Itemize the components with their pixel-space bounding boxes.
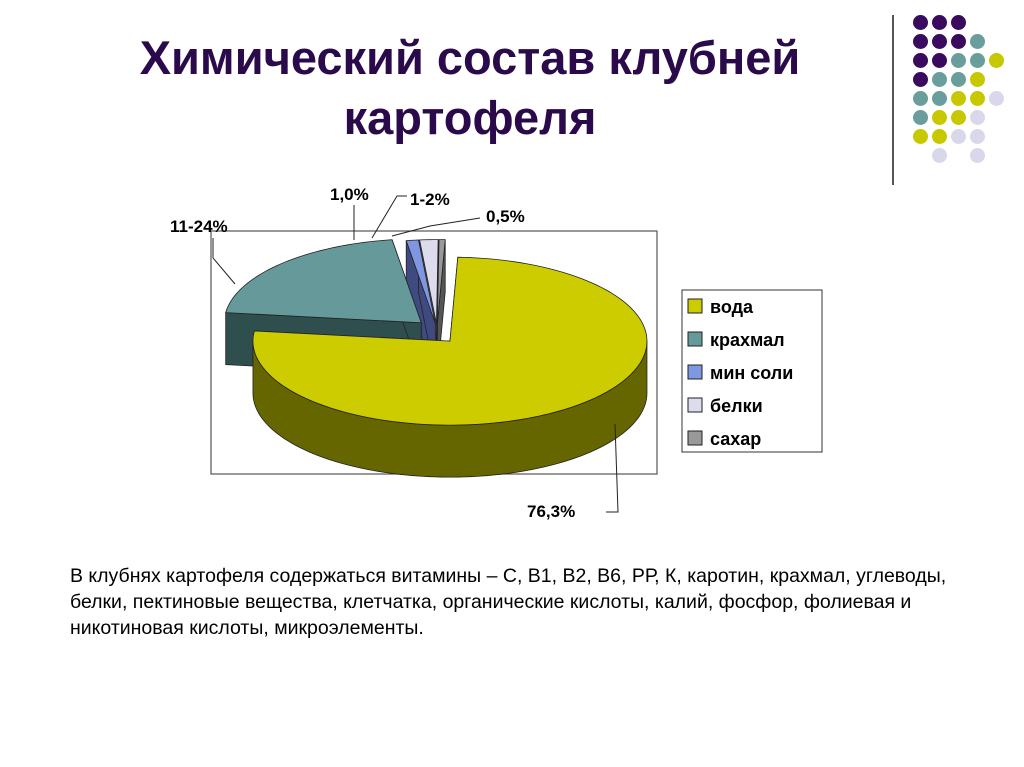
decor-dot xyxy=(951,15,966,30)
legend-swatch xyxy=(687,430,703,446)
legend-label: крахмал xyxy=(710,330,785,350)
decor-dot xyxy=(951,91,966,106)
decor-dot xyxy=(913,72,928,87)
pie-slice-3 xyxy=(419,239,439,324)
data-labels: 76,3% 11-24% 1,0% 1-2% 0,5% xyxy=(170,185,575,521)
data-label: 1,0% xyxy=(330,185,369,204)
legend-swatch xyxy=(687,331,703,347)
decor-dot xyxy=(932,129,947,144)
decor-dot xyxy=(932,110,947,125)
leader-line xyxy=(606,423,619,513)
legend-label: вода xyxy=(710,297,754,317)
legend-label: мин соли xyxy=(710,363,793,383)
leader-line xyxy=(391,217,481,237)
decor-dot xyxy=(970,129,985,144)
pie-slices xyxy=(225,239,648,478)
decor-dot xyxy=(989,91,1004,106)
slide-title: Химический состав клубней картофеля xyxy=(60,28,880,148)
decor-dot xyxy=(951,53,966,68)
decor-dot xyxy=(913,15,928,30)
data-label: 76,3% xyxy=(527,502,575,521)
leader-line xyxy=(371,195,407,239)
decor-divider xyxy=(892,15,894,185)
decor-dot xyxy=(951,129,966,144)
decor-dot xyxy=(951,110,966,125)
legend-swatch xyxy=(687,397,703,413)
pie-slice-2 xyxy=(405,239,436,324)
decor-dot xyxy=(913,91,928,106)
decor-dot xyxy=(970,110,985,125)
decor-dot xyxy=(913,110,928,125)
decor-dot xyxy=(913,34,928,49)
leader-lines xyxy=(212,195,619,513)
title-line-2: картофеля xyxy=(343,91,597,144)
decor-dot xyxy=(951,34,966,49)
decor-dot xyxy=(932,72,947,87)
title-line-1: Химический состав клубней xyxy=(139,31,801,84)
data-label: 0,5% xyxy=(486,207,525,226)
decor-dot xyxy=(932,53,947,68)
pie-slice-4 xyxy=(436,239,446,324)
decor-dot xyxy=(932,148,947,163)
legend: вода крахмал мин соли белки сахар xyxy=(681,289,823,453)
decor-dot xyxy=(970,148,985,163)
decor-dot xyxy=(970,72,985,87)
pie-slice-0 xyxy=(252,256,648,426)
decor-dot xyxy=(970,91,985,106)
decor-dot xyxy=(913,129,928,144)
decor-dot xyxy=(932,34,947,49)
leader-line xyxy=(212,238,236,285)
decor-dot xyxy=(989,53,1004,68)
decor-dot xyxy=(970,53,985,68)
decor-dot xyxy=(913,53,928,68)
pie-slice-1 xyxy=(225,239,422,324)
legend-swatch xyxy=(687,364,703,380)
legend-label: сахар xyxy=(710,429,761,449)
body-text: В клубнях картофеля содержаться витамины… xyxy=(70,565,947,639)
legend-swatch xyxy=(687,298,703,314)
legend-label: белки xyxy=(710,396,763,416)
decor-dot xyxy=(932,91,947,106)
legend-box xyxy=(681,289,823,453)
data-label: 1-2% xyxy=(410,190,450,209)
decor-dot xyxy=(951,72,966,87)
decor-dot xyxy=(932,15,947,30)
data-label: 11-24% xyxy=(170,217,228,236)
decor-dot xyxy=(970,34,985,49)
